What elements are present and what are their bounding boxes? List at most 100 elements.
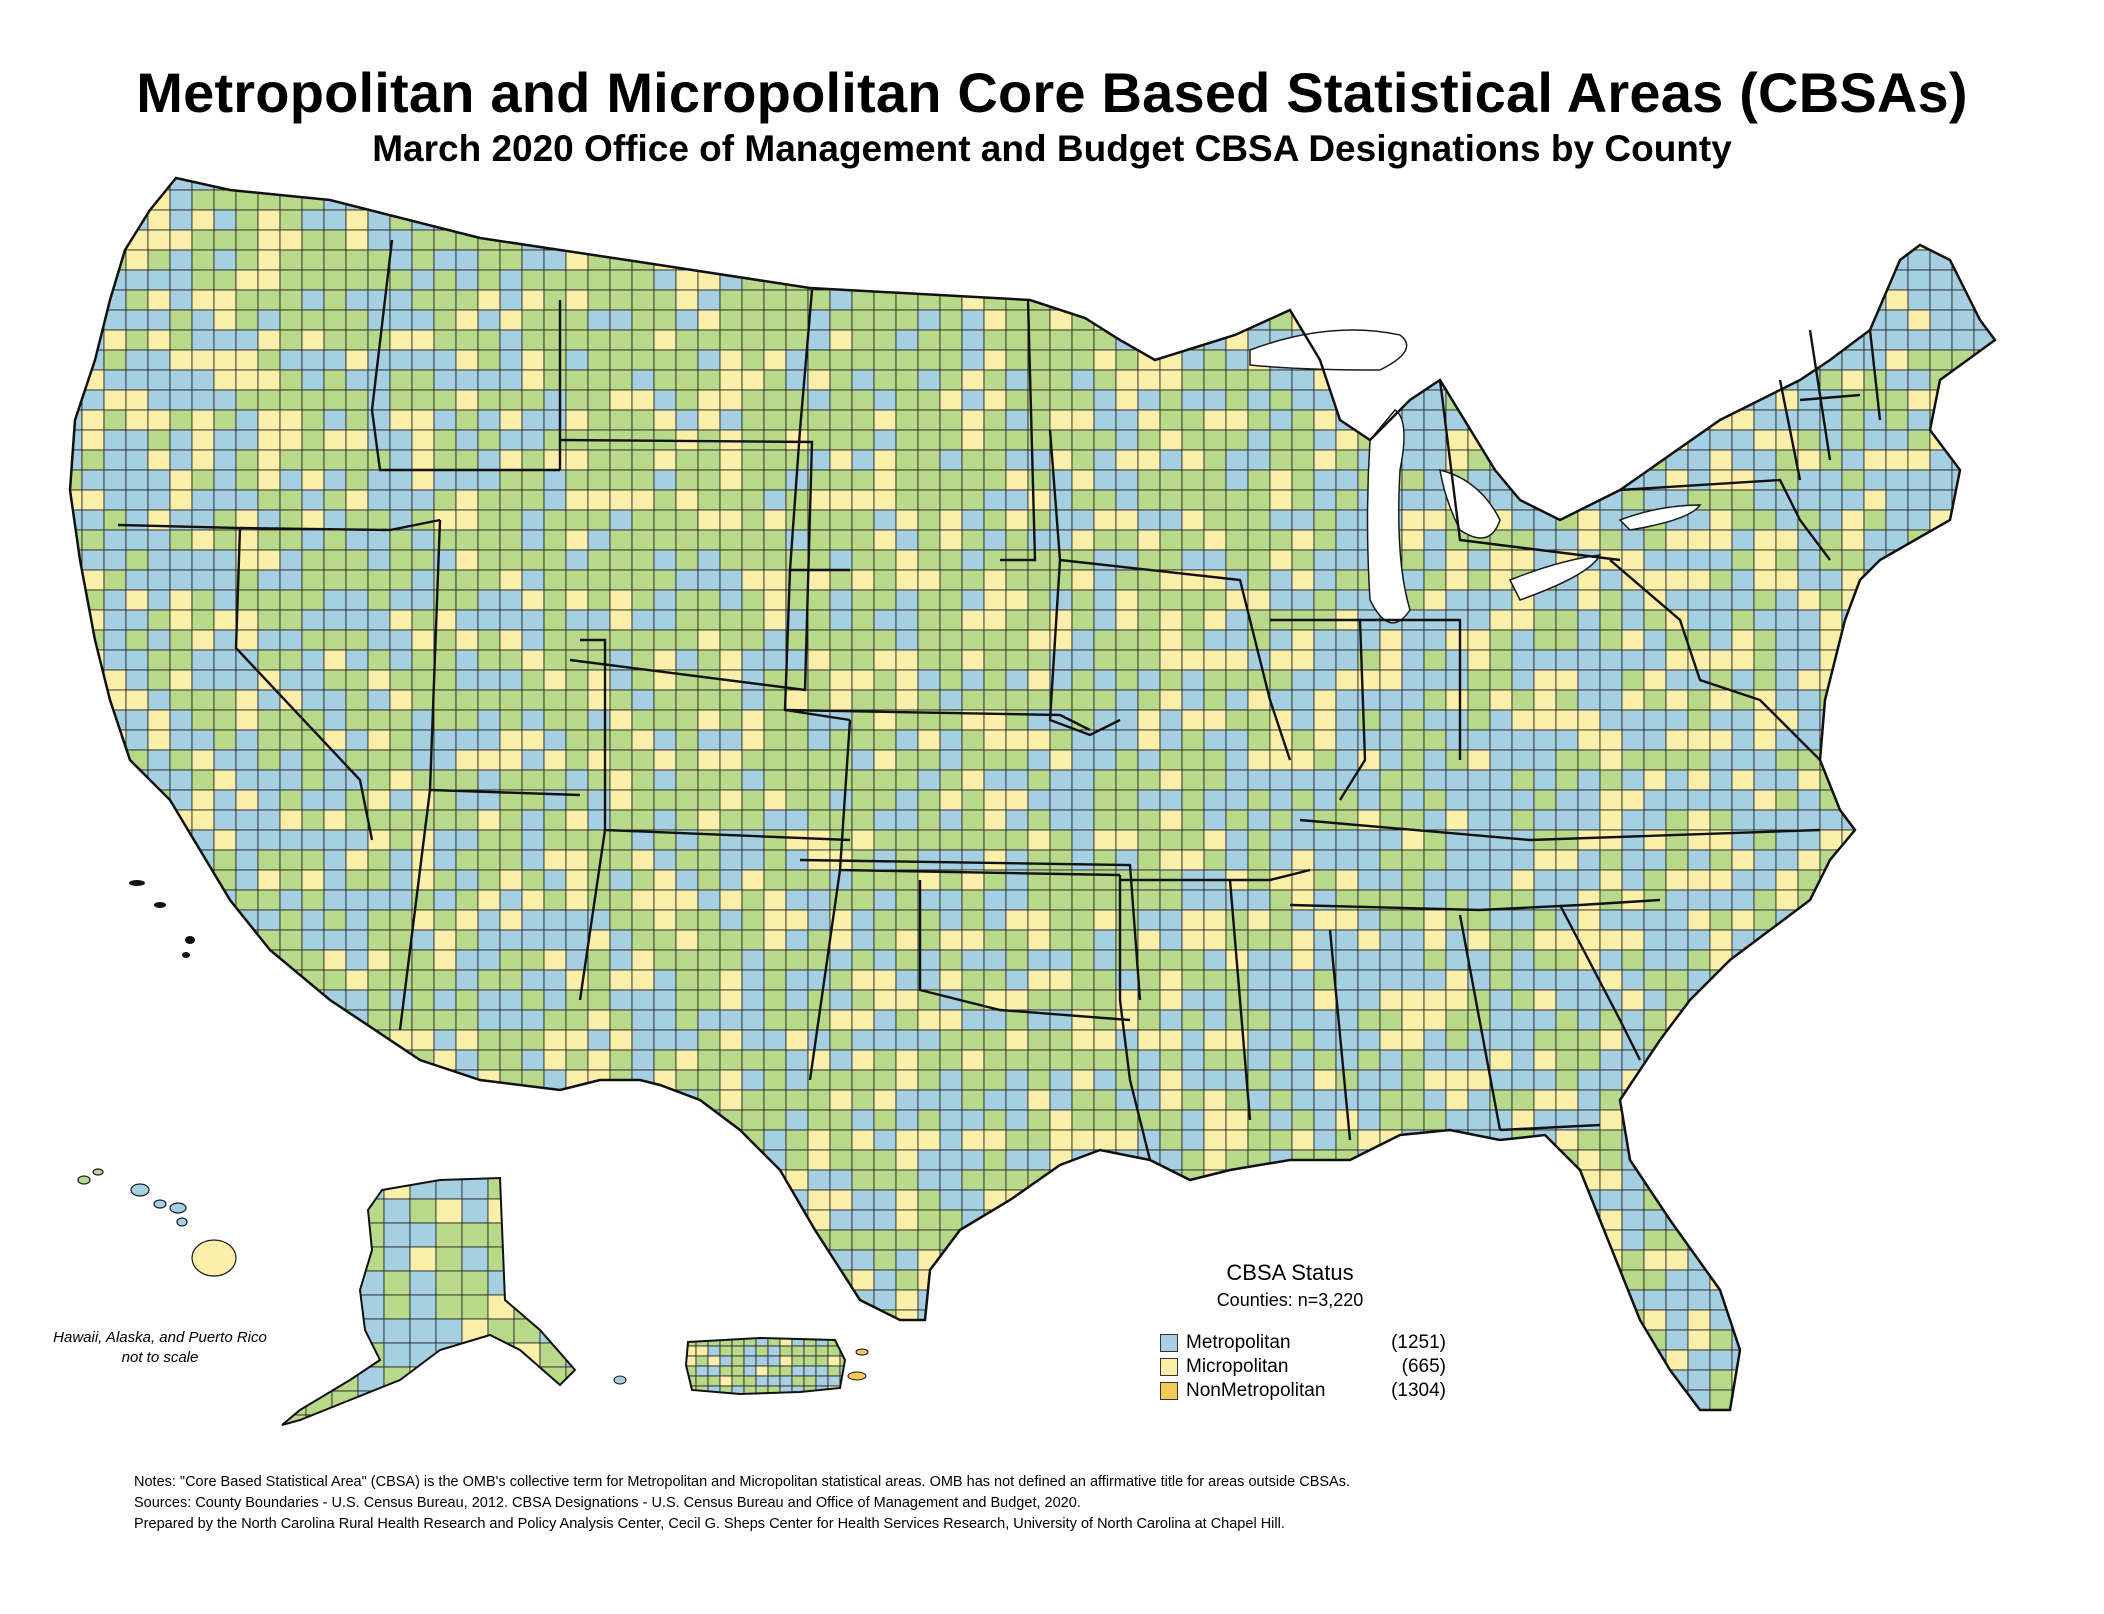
county-cell <box>1247 809 1271 831</box>
county-cell <box>1225 629 1249 651</box>
county-cell <box>1247 589 1271 611</box>
county-cell <box>345 178 369 191</box>
county-cell <box>433 829 457 851</box>
county-cell <box>763 329 787 351</box>
county-cell <box>961 1029 985 1051</box>
county-cell <box>1445 909 1469 931</box>
county-cell <box>147 1089 171 1111</box>
county-cell <box>1731 469 1755 491</box>
county-cell <box>675 709 699 731</box>
county-cell <box>1731 969 1755 991</box>
county-cell <box>1335 1209 1359 1231</box>
county-cell <box>1951 1189 1975 1211</box>
county-cell <box>1313 1109 1337 1131</box>
county-cell <box>1071 209 1095 231</box>
county-cell <box>939 949 963 971</box>
county-cell <box>587 809 611 831</box>
county-cell <box>1049 1209 1073 1231</box>
county-cell <box>499 1109 523 1131</box>
county-cell <box>895 629 919 651</box>
county-cell <box>1115 489 1139 511</box>
county-cell <box>1049 329 1073 351</box>
county-cell <box>1445 1149 1469 1171</box>
county-cell <box>1731 569 1755 591</box>
county-cell <box>697 1129 721 1151</box>
county-cell <box>1357 869 1381 891</box>
county-cell <box>213 1289 237 1311</box>
county-cell <box>147 969 171 991</box>
county-cell <box>763 369 787 391</box>
county-cell <box>1643 269 1667 291</box>
county-cell <box>1599 189 1623 211</box>
county-cell <box>323 709 347 731</box>
county-cell <box>587 789 611 811</box>
county-cell <box>235 629 259 651</box>
county-cell <box>1401 1009 1425 1031</box>
county-cell <box>81 449 105 471</box>
county-cell <box>587 289 611 311</box>
county-cell <box>807 569 831 591</box>
county-cell <box>455 709 479 731</box>
county-cell <box>1511 1069 1535 1091</box>
county-cell <box>653 209 677 231</box>
county-cell <box>1577 429 1601 451</box>
county-cell <box>1467 1069 1491 1091</box>
county-cell <box>1511 349 1535 371</box>
county-cell <box>1093 209 1117 231</box>
county-cell <box>631 369 655 391</box>
county-cell <box>169 269 193 291</box>
county-cell <box>917 178 941 191</box>
county-cell <box>103 889 127 911</box>
county-cell <box>257 1029 281 1051</box>
county-cell <box>675 289 699 311</box>
county-cell <box>169 1269 193 1291</box>
county-cell <box>279 309 303 331</box>
county-cell <box>653 609 677 631</box>
county-cell <box>257 469 281 491</box>
county-cell <box>1005 429 1029 451</box>
county-cell <box>257 1149 281 1171</box>
county-cell <box>1005 229 1029 251</box>
county-cell <box>1709 1069 1733 1091</box>
county-cell <box>389 889 413 911</box>
county-cell <box>213 489 237 511</box>
county-cell <box>1313 569 1337 591</box>
county-cell <box>1863 449 1887 471</box>
county-cell <box>631 1009 655 1031</box>
county-cell <box>1555 249 1579 271</box>
county-cell <box>1687 269 1711 291</box>
county-cell <box>1929 329 1953 351</box>
county-cell <box>169 909 193 931</box>
county-cell <box>1753 1189 1777 1211</box>
county-cell <box>1027 849 1051 871</box>
county-cell <box>851 469 875 491</box>
county-cell <box>1423 289 1447 311</box>
county-cell <box>499 389 523 411</box>
county-cell <box>565 178 589 191</box>
county-cell <box>631 1049 655 1071</box>
county-cell <box>279 469 303 491</box>
county-cell <box>1071 469 1095 491</box>
county-cell <box>1797 1109 1821 1131</box>
county-cell <box>653 929 677 951</box>
county-cell <box>147 949 171 971</box>
county-cell <box>1841 1069 1865 1091</box>
county-cell <box>1401 669 1425 691</box>
county-cell <box>1533 989 1557 1011</box>
county-cell <box>1379 389 1403 411</box>
county-cell <box>983 369 1007 391</box>
county-cell <box>1973 769 1995 791</box>
county-cell <box>389 849 413 871</box>
county-cell <box>147 589 171 611</box>
county-cell <box>1049 789 1073 811</box>
county-cell <box>147 609 171 631</box>
county-cell <box>1137 769 1161 791</box>
county-cell <box>609 969 633 991</box>
county-cell <box>829 1149 853 1171</box>
county-cell <box>1379 789 1403 811</box>
county-cell <box>697 1229 721 1251</box>
county-cell <box>1335 469 1359 491</box>
county-cell <box>1929 229 1953 251</box>
county-cell <box>829 989 853 1011</box>
county-cell <box>213 429 237 451</box>
